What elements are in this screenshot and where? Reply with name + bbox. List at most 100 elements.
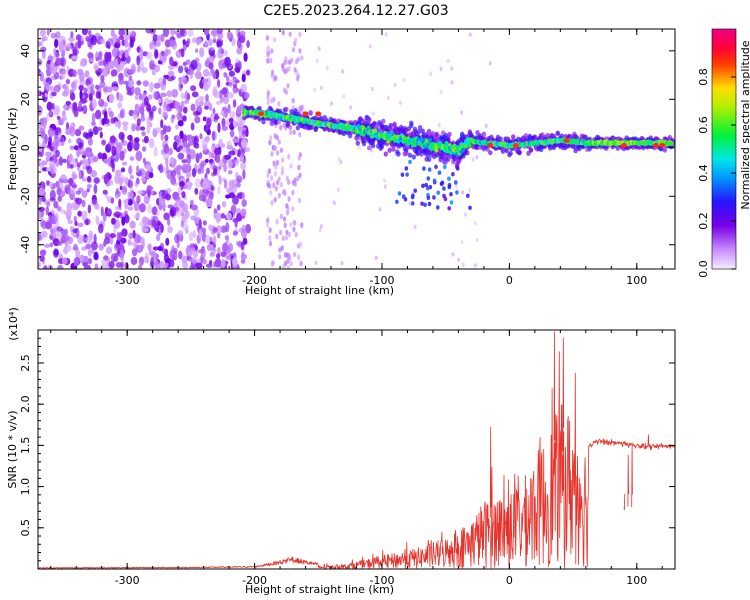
noise-cell [207,151,213,156]
noise-cell [187,181,191,186]
noise-cell [65,43,72,52]
noise-cell [49,197,56,202]
colorbar-segment [712,51,736,54]
noise-cell [133,201,140,212]
signal-scatter [427,201,432,207]
noise-cell [152,215,159,224]
noise-cell [98,98,105,107]
noise-cell [210,29,218,37]
noise-cell [283,87,287,93]
noise-cell [156,233,161,242]
noise-cell [187,29,194,37]
noise-cell [117,92,124,103]
noise-cell [234,62,240,69]
noise-cell [136,177,140,185]
signal-halo [416,129,422,135]
noise-cell [150,257,155,267]
noise-cell [139,221,144,227]
noise-cell [165,237,170,246]
noise-cell [110,69,118,77]
noise-cell [167,48,171,55]
colorbar-segment [712,249,736,252]
noise-cell [187,251,193,257]
signal-halo [528,147,534,153]
noise-cell [136,234,141,244]
noise-cell [341,69,344,74]
noise-cell [63,84,69,95]
signal-core [461,147,465,153]
noise-cell [475,155,479,160]
colorbar-segment [712,197,736,200]
colorbar-segment [712,135,736,138]
noise-cell [114,58,119,69]
noise-cell [65,78,71,85]
noise-cell [103,158,109,164]
noise-cell [137,190,144,195]
noise-cell [296,75,300,82]
noise-cell [454,183,458,189]
noise-cell [204,234,211,244]
noise-cell [142,146,147,152]
noise-cell [181,115,187,122]
signal-scatter [443,164,447,170]
colorbar-segment [712,121,736,124]
y-tick-label: 1.0 [19,478,32,496]
noise-cell [131,140,136,149]
noise-cell [289,129,293,136]
noise-cell [78,149,82,156]
noise-cell [297,197,302,204]
noise-cell [129,241,135,246]
colorbar-segment [712,211,736,214]
noise-cell [148,250,155,256]
colorbar-segment [712,239,736,242]
noise-cell [175,209,183,217]
noise-cell [228,92,235,99]
colorbar-segment [712,153,736,156]
noise-cell [195,262,203,269]
signal-core [434,148,439,153]
noise-cell [123,214,130,224]
signal-scatter [408,159,412,165]
noise-cell [39,71,44,82]
noise-cell [180,48,185,58]
noise-cell [294,58,299,65]
signal-scatter [401,194,406,199]
noise-cell [194,70,202,80]
noise-cell [349,105,353,110]
noise-cell [439,66,443,72]
noise-cell [292,129,296,135]
noise-cell [60,174,67,182]
noise-cell [205,263,213,268]
noise-cell [209,56,215,64]
noise-cell [104,51,110,62]
noise-cell [152,34,158,42]
noise-cell [167,218,171,226]
noise-cell [171,89,179,98]
colorbar-segment [712,85,736,88]
noise-cell [216,100,221,106]
noise-cell [120,237,127,244]
noise-cell [181,159,188,164]
noise-cell [216,29,223,35]
plot-frame [37,329,676,570]
signal-halo [261,119,266,125]
noise-cell [283,222,287,229]
noise-cell [293,41,297,47]
noise-cell [108,260,115,269]
signal-halo [308,109,313,116]
noise-cell [83,87,88,94]
colorbar-segment [712,137,736,140]
colorbar-segment [712,75,736,78]
noise-cell [41,50,46,60]
noise-cell [279,124,283,131]
noise-cell [161,50,165,57]
colorbar-segment [712,123,736,126]
noise-cell [240,241,245,251]
noise-cell [232,99,237,108]
noise-cell [126,90,133,96]
noise-cell [49,235,54,240]
signal-scatter [410,201,415,206]
noise-cell [78,170,82,180]
noise-cell [130,256,138,266]
noise-cell [154,49,159,59]
